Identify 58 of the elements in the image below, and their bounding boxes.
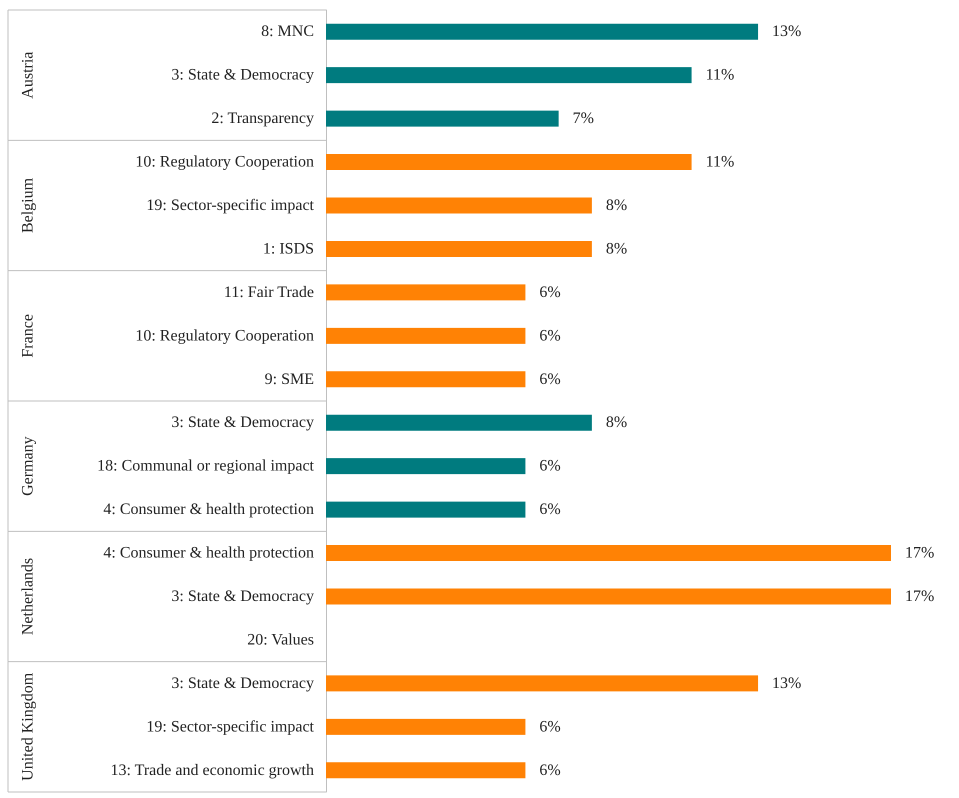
y-tick-label: 2: Transparency (211, 110, 314, 128)
y-tick-label: 10: Regulatory Cooperation (135, 327, 314, 344)
bar (326, 502, 526, 518)
bar (326, 762, 526, 778)
data-label: 6% (539, 501, 561, 518)
y-tick-label: 3: State & Democracy (171, 66, 314, 84)
bar (326, 240, 592, 257)
bar (326, 67, 692, 84)
bar (326, 458, 526, 474)
text: Belgium (20, 177, 36, 234)
data-label: 17% (905, 544, 934, 562)
y-tick-label: 3: State & Democracy (171, 588, 314, 605)
text: United Kingdom (20, 672, 36, 781)
data-label: 6% (539, 284, 561, 301)
data-label: 6% (539, 327, 561, 344)
bar (326, 284, 526, 300)
y-tick-label: 18: Communal or regional impact (97, 458, 315, 475)
y-tick-label: 4: Consumer & health protection (103, 501, 314, 518)
bar (326, 24, 758, 40)
data-label: 6% (539, 370, 561, 388)
bar (326, 588, 891, 604)
data-label: 6% (539, 458, 561, 475)
data-label: 17% (905, 588, 934, 605)
bar (326, 328, 526, 344)
data-label: 8% (606, 240, 628, 258)
data-label: 13% (772, 674, 802, 692)
text: Austria (20, 52, 36, 99)
bar (326, 198, 592, 214)
y-tick-label: 19: Sector-specific impact (146, 197, 315, 214)
y-tick-label: 9: SME (264, 370, 314, 388)
data-label: 6% (539, 718, 561, 736)
data-label: 6% (539, 762, 561, 779)
text: Netherlands (20, 558, 36, 636)
data-label: 11% (706, 66, 734, 84)
y-tick-label: 4: Consumer & health protection (103, 544, 314, 562)
data-label: 8% (606, 414, 628, 432)
data-label: 11% (706, 154, 734, 171)
data-label: 8% (606, 197, 628, 214)
y-tick-label: 13: Trade and economic growth (110, 762, 314, 779)
y-tick-label: 20: Values (247, 631, 314, 648)
y-tick-label: 19: Sector-specific impact (146, 718, 315, 736)
bar (326, 675, 758, 692)
y-tick-label: 3: State & Democracy (171, 414, 314, 432)
y-tick-label: 10: Regulatory Cooperation (135, 154, 314, 171)
text: France (20, 314, 36, 358)
bar (326, 371, 526, 388)
y-tick-label: 3: State & Democracy (171, 674, 314, 692)
data-label: 7% (572, 110, 594, 128)
bar (326, 110, 559, 127)
y-tick-label: 8: MNC (261, 23, 314, 40)
data-label: 13% (772, 23, 802, 40)
text: Germany (20, 436, 36, 496)
bar (326, 545, 891, 562)
bar (326, 718, 526, 735)
bar (326, 154, 692, 170)
bar (326, 414, 592, 431)
y-tick-label: 11: Fair Trade (224, 284, 314, 301)
y-tick-label: 1: ISDS (262, 240, 314, 258)
